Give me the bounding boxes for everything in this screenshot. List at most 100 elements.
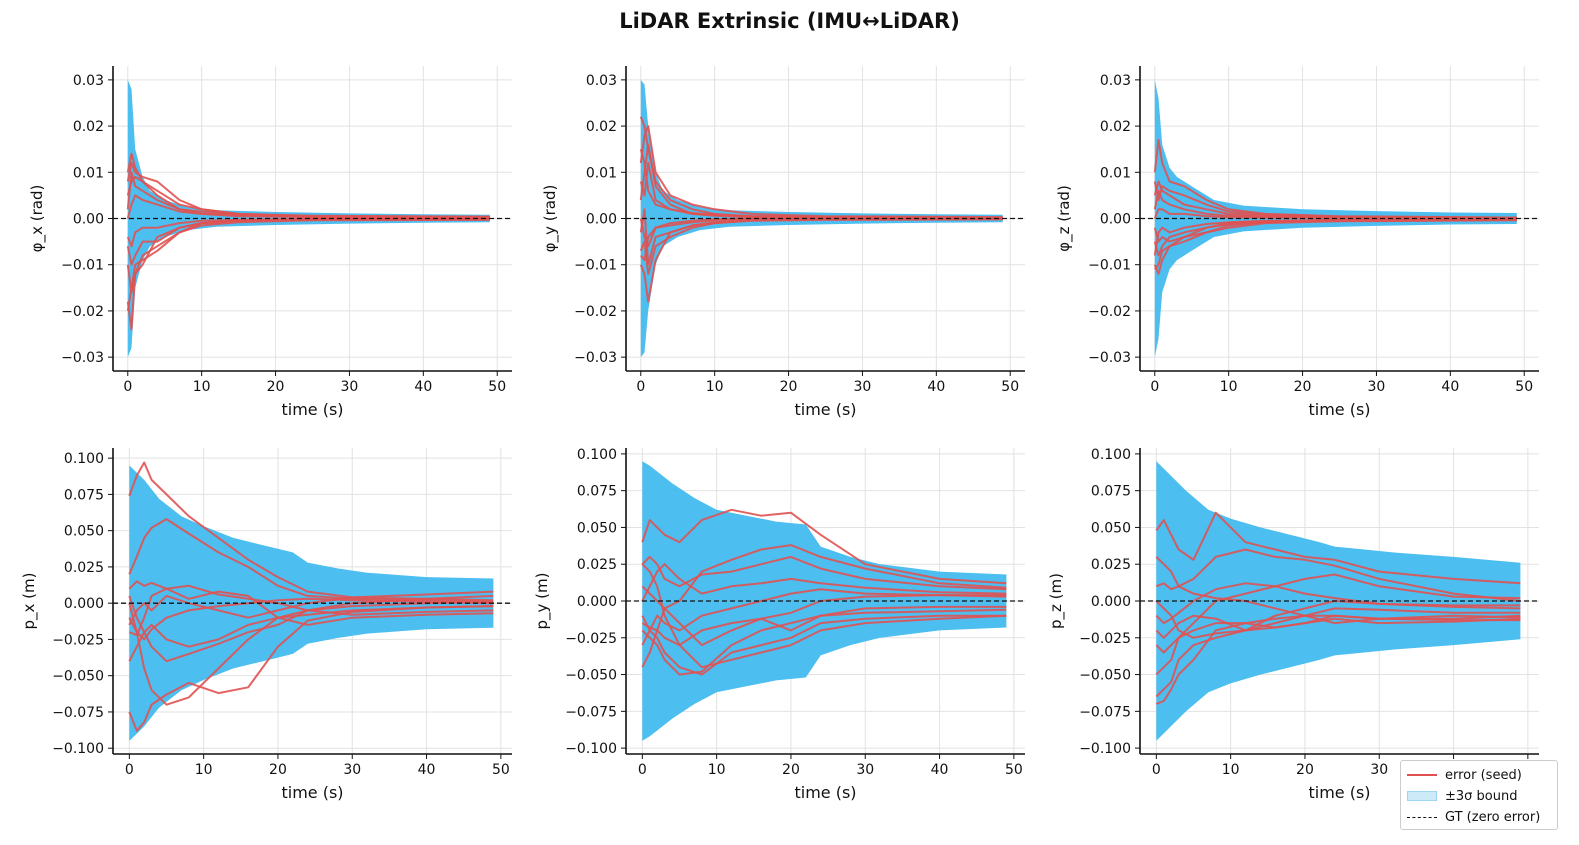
error-seed-line-3 xyxy=(128,518,494,603)
y-tick-label: −0.03 xyxy=(574,350,617,366)
error-seed-line-9 xyxy=(639,148,1003,219)
error-seed-line-6 xyxy=(641,614,1007,676)
error-seed-line-6 xyxy=(126,218,490,248)
x-tick-label: 10 xyxy=(708,762,726,778)
legend-swatch-bound xyxy=(1407,791,1437,801)
y-axis-label: p_z (m) xyxy=(1047,573,1066,629)
y-tick-label: 0.100 xyxy=(64,451,104,467)
x-tick-label: 30 xyxy=(1368,379,1386,395)
y-tick-label: 0.075 xyxy=(64,487,104,503)
plot-area-4 xyxy=(128,461,494,741)
error-seed-line-10 xyxy=(1153,218,1517,256)
x-tick-label: 10 xyxy=(193,379,211,395)
legend-item-gt: GT (zero error) xyxy=(1407,808,1540,826)
error-seed-line-7 xyxy=(1153,181,1517,219)
subplot-4: 0 10 20 30 40 50 −0.100 −0.075 −0.050 −0.025 0.000… xyxy=(20,448,512,802)
y-tick-label: −0.01 xyxy=(61,258,104,274)
x-tick-label: 30 xyxy=(341,379,359,395)
error-seed-line-10 xyxy=(640,217,1003,262)
x-tick-label: 0 xyxy=(638,762,647,778)
legend-label-bound: ±3σ bound xyxy=(1445,788,1518,804)
y-tick-label: −0.025 xyxy=(52,632,104,648)
x-axis-label: time (s) xyxy=(281,400,343,419)
x-tick-label: 20 xyxy=(269,762,287,778)
x-tick-label: 50 xyxy=(1515,379,1533,395)
legend-item-error: error (seed) xyxy=(1407,766,1522,784)
y-tick-label: −0.100 xyxy=(1079,741,1131,757)
error-seed-line-3 xyxy=(639,125,1003,219)
error-seed-line-9 xyxy=(641,563,1007,602)
y-tick-label: −0.100 xyxy=(565,741,617,757)
error-seed-line-10 xyxy=(641,605,1007,647)
y-axis-label: φ_z (rad) xyxy=(1055,185,1074,252)
y-tick-label: −0.01 xyxy=(1088,258,1131,274)
y-tick-label: 0.075 xyxy=(1091,484,1131,500)
y-tick-label: −0.03 xyxy=(1088,350,1131,366)
y-tick-label: −0.025 xyxy=(1079,631,1131,647)
x-tick-label: 30 xyxy=(343,762,361,778)
error-seed-line-8 xyxy=(641,588,1007,646)
x-tick-label: 10 xyxy=(195,762,213,778)
x-tick-label: 20 xyxy=(782,762,800,778)
y-tick-label: 0.03 xyxy=(1100,73,1131,89)
y-tick-label: 0.01 xyxy=(1100,165,1131,181)
y-tick-label: 0.00 xyxy=(73,212,104,228)
y-axis-label: φ_x (rad) xyxy=(28,185,47,253)
x-tick-label: 40 xyxy=(927,379,945,395)
x-tick-label: 40 xyxy=(1441,379,1459,395)
error-seed-line-2 xyxy=(128,605,494,732)
y-axis-label: p_x (m) xyxy=(20,573,39,630)
x-tick-label: 10 xyxy=(706,379,724,395)
error-seed-line-10 xyxy=(1155,582,1521,625)
error-seed-line-8 xyxy=(128,590,494,626)
y-tick-label: 0.02 xyxy=(73,119,104,135)
y-axis-label: p_y (m) xyxy=(533,573,552,630)
error-seed-line-4 xyxy=(641,608,1007,676)
y-tick-label: 0.000 xyxy=(1091,594,1131,610)
error-seed-line-9 xyxy=(126,194,490,219)
subplot-2: 0 10 20 30 40 50 −0.03 −0.02 −0.01 0.00 0.01 0.02 0.… xyxy=(541,66,1025,419)
error-seed-line-6 xyxy=(128,587,494,637)
figure-title: LiDAR Extrinsic (IMU↔LiDAR) xyxy=(619,9,960,33)
y-tick-label: −0.02 xyxy=(574,304,617,320)
legend-swatch-gt xyxy=(1407,816,1437,818)
error-seed-line-5 xyxy=(641,585,1007,647)
error-seed-line-3 xyxy=(641,563,1007,669)
x-tick-label: 40 xyxy=(931,762,949,778)
y-tick-label: −0.075 xyxy=(565,704,617,720)
y-tick-label: −0.03 xyxy=(61,350,104,366)
y-tick-label: 0.075 xyxy=(577,484,617,500)
y-tick-label: −0.025 xyxy=(565,631,617,647)
y-tick-label: 0.025 xyxy=(64,560,104,576)
y-axis-label: φ_y (rad) xyxy=(541,185,560,253)
subplot-5: 0 10 20 30 40 50 −0.100 −0.075 −0.050 −0.025 0.000… xyxy=(533,447,1025,802)
x-tick-label: 50 xyxy=(492,762,510,778)
y-tick-label: −0.050 xyxy=(565,668,617,684)
error-seed-line-1 xyxy=(641,508,1007,585)
x-axis-label: time (s) xyxy=(794,783,856,802)
plot-area-5 xyxy=(641,461,1007,741)
x-axis-label: time (s) xyxy=(794,400,856,419)
error-seed-line-9 xyxy=(128,600,494,706)
legend-item-bound: ±3σ bound xyxy=(1407,787,1517,805)
x-axis-label: time (s) xyxy=(281,783,343,802)
x-axis-label: time (s) xyxy=(1308,400,1370,419)
x-tick-label: 0 xyxy=(1150,379,1159,395)
x-tick-label: 50 xyxy=(488,379,506,395)
y-tick-label: 0.100 xyxy=(577,447,617,463)
y-tick-label: −0.050 xyxy=(52,669,104,685)
error-seed-line-4 xyxy=(639,218,1003,275)
y-tick-label: 0.000 xyxy=(577,594,617,610)
error-seed-line-5 xyxy=(128,580,494,616)
x-tick-label: 0 xyxy=(125,762,134,778)
y-tick-label: 0.02 xyxy=(1100,119,1131,135)
y-tick-label: −0.02 xyxy=(61,304,104,320)
y-tick-label: 0.01 xyxy=(586,165,617,181)
y-tick-label: 0.100 xyxy=(1091,447,1131,463)
error-seed-line-9 xyxy=(1153,208,1517,220)
plot-area-6 xyxy=(1155,461,1521,741)
y-tick-label: 0.050 xyxy=(64,524,104,540)
y-tick-label: −0.075 xyxy=(1079,704,1131,720)
chart-legend: error (seed) ±3σ bound GT (zero error) xyxy=(1400,760,1558,830)
x-tick-label: 10 xyxy=(1220,379,1238,395)
